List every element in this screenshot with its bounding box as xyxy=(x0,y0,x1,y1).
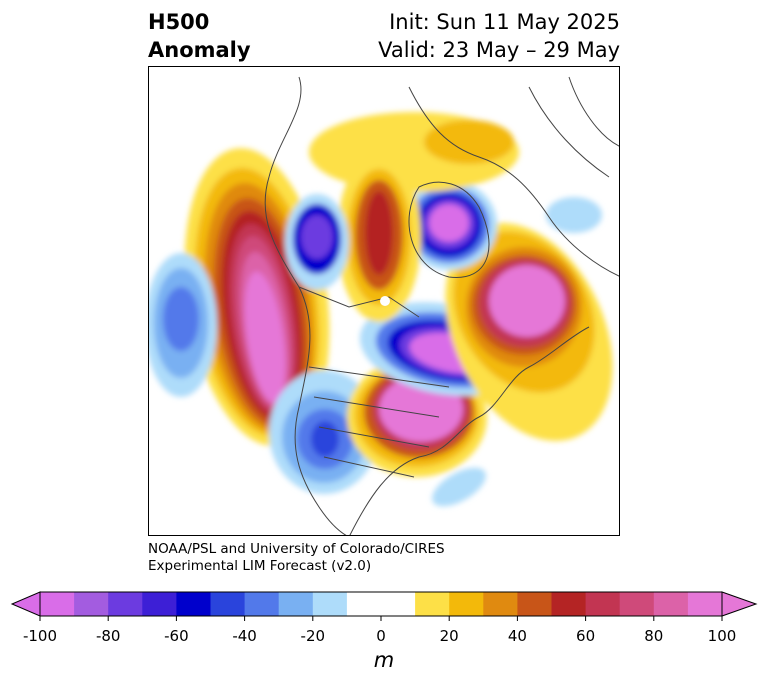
colorbar-segment xyxy=(346,592,382,616)
colorbar xyxy=(10,591,758,621)
colorbar-segment xyxy=(585,592,621,616)
colorbar-tick-label: -80 xyxy=(95,627,121,645)
colorbar-segment xyxy=(415,592,450,616)
anomaly-map xyxy=(148,66,620,536)
colorbar-tick-label: -100 xyxy=(22,627,58,645)
colorbar-segment xyxy=(483,592,518,616)
credits-line2: Experimental LIM Forecast (v2.0) xyxy=(148,558,372,574)
coastlines xyxy=(264,76,619,535)
colorbar-tick-label: -60 xyxy=(164,627,189,645)
anomaly-contours xyxy=(149,112,613,507)
title-variable: H500 xyxy=(148,10,210,34)
colorbar-segment xyxy=(619,592,655,616)
colorbar-ticks xyxy=(39,616,723,621)
colorbar-segment xyxy=(142,592,177,616)
colorbar-segment xyxy=(244,592,280,616)
colorbar-extend-low xyxy=(10,591,41,617)
colorbar-segment xyxy=(653,592,689,616)
colorbar-segment xyxy=(278,592,314,616)
colorbar-tick-label: 100 xyxy=(707,627,737,645)
colorbar-units: m xyxy=(373,648,395,672)
colorbar-tick-label: 40 xyxy=(507,627,527,645)
colorbar-segment xyxy=(312,592,348,616)
title-field: Anomaly xyxy=(148,38,251,62)
colorbar-segment xyxy=(176,592,211,616)
colorbar-tick-label: -40 xyxy=(232,627,257,645)
colorbar-segment xyxy=(687,592,723,616)
colorbar-tick-label: -20 xyxy=(300,627,326,645)
colorbar-tick-label: 20 xyxy=(439,627,459,645)
credits: NOAA/PSL and University of Colorado/CIRE… xyxy=(148,541,445,575)
colorbar-segment xyxy=(108,592,143,616)
colorbar-segment xyxy=(210,592,246,616)
colorbar-segment xyxy=(551,592,587,616)
colorbar-tick-label: 80 xyxy=(644,627,664,645)
colorbar-tick-label: 0 xyxy=(376,627,386,645)
valid-dates: Valid: 23 May – 29 May xyxy=(378,38,620,62)
init-date: Init: Sun 11 May 2025 xyxy=(389,10,620,34)
map-spot xyxy=(380,296,390,306)
colorbar-segment xyxy=(517,592,552,616)
colorbar-segment xyxy=(449,592,484,616)
anomaly-map-svg xyxy=(149,76,619,535)
colorbar-segment xyxy=(381,592,416,616)
colorbar-tick-label: 60 xyxy=(576,627,596,645)
map-title: H500 Anomaly xyxy=(148,8,251,64)
forecast-dates: Init: Sun 11 May 2025 Valid: 23 May – 29… xyxy=(378,8,620,64)
colorbar-extend-high xyxy=(721,591,758,617)
colorbar-segment xyxy=(74,592,109,616)
credits-line1: NOAA/PSL and University of Colorado/CIRE… xyxy=(148,541,445,557)
colorbar-segments xyxy=(10,591,758,617)
colorbar-segment xyxy=(40,592,75,616)
